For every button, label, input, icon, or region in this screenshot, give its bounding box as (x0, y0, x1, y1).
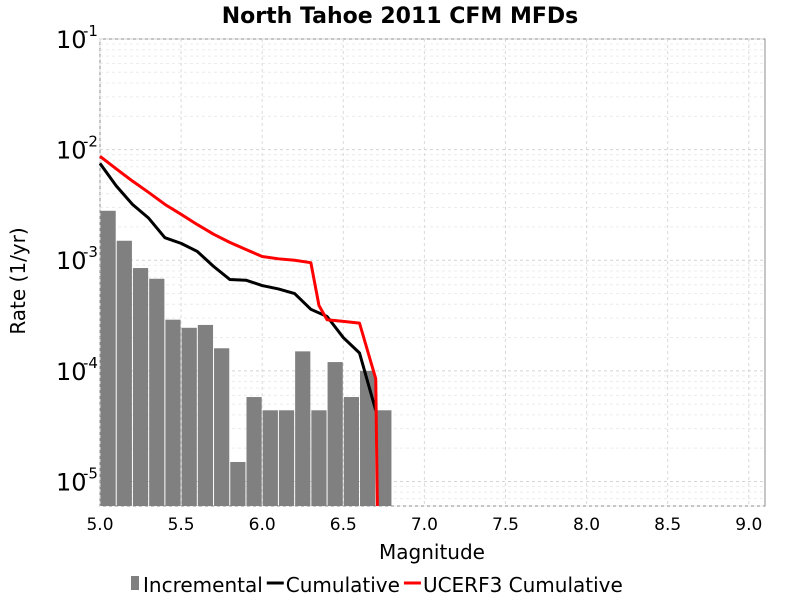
legend-label-ucerf3-cumulative: UCERF3 Cumulative (423, 573, 623, 597)
y-tick-exponent: -1 (83, 22, 98, 40)
legend-label-cumulative: Cumulative (286, 573, 400, 597)
incremental-bar (100, 210, 116, 506)
x-tick-label: 5.0 (86, 515, 113, 535)
incremental-bar (181, 327, 197, 506)
y-tick-label: 10 (56, 247, 87, 275)
x-tick-label: 9.0 (735, 515, 762, 535)
cumulative-lines (98, 155, 379, 507)
incremental-bar (197, 324, 214, 506)
incremental-bar (165, 319, 181, 506)
x-tick-label: 7.5 (492, 515, 519, 535)
y-tick-label: 10 (56, 358, 87, 386)
incremental-bar (262, 410, 278, 506)
y-tick-label: 10 (56, 137, 87, 165)
x-tick-label: 7.0 (411, 515, 438, 535)
chart-title: North Tahoe 2011 CFM MFDs (222, 4, 578, 29)
incremental-bar (149, 278, 165, 506)
incremental-bar (295, 351, 311, 506)
y-tick-label: 10 (56, 468, 87, 496)
incremental-bar (230, 461, 246, 506)
incremental-bars (100, 210, 392, 506)
incremental-bar (360, 370, 376, 506)
incremental-bar (327, 362, 343, 506)
incremental-bar (343, 397, 360, 506)
y-tick-exponent: -4 (83, 354, 98, 372)
incremental-bar (376, 410, 392, 506)
y-axis-label: Rate (1/yr) (6, 227, 30, 334)
legend: Incremental Cumulative UCERF3 Cumulative (131, 573, 623, 597)
x-tick-label: 8.0 (573, 515, 600, 535)
legend-label-incremental: Incremental (143, 573, 263, 597)
x-axis-ticks: 5.0 5.5 6.0 6.5 7.0 7.5 8.0 8.5 9.0 (86, 515, 762, 535)
incremental-bar (214, 348, 230, 506)
y-tick-exponent: -3 (83, 243, 98, 261)
incremental-bar (132, 268, 149, 506)
x-tick-label: 6.5 (330, 515, 357, 535)
x-tick-label: 6.0 (249, 515, 276, 535)
incremental-bar (311, 410, 327, 506)
y-tick-label: 10 (56, 26, 87, 54)
x-tick-label: 8.5 (654, 515, 681, 535)
x-tick-label: 5.5 (168, 515, 195, 535)
incremental-bar (278, 410, 295, 506)
legend-swatch-incremental (131, 576, 139, 590)
incremental-bar (246, 397, 262, 506)
plot-area (98, 38, 766, 507)
ucerf3-cumulative-line (99, 155, 379, 507)
x-axis-label: Magnitude (379, 540, 485, 564)
y-tick-exponent: -5 (83, 464, 98, 482)
y-tick-exponent: -2 (83, 133, 98, 151)
y-axis-ticks: 10-510-410-310-210-1 (56, 22, 98, 496)
incremental-bar (116, 240, 132, 506)
